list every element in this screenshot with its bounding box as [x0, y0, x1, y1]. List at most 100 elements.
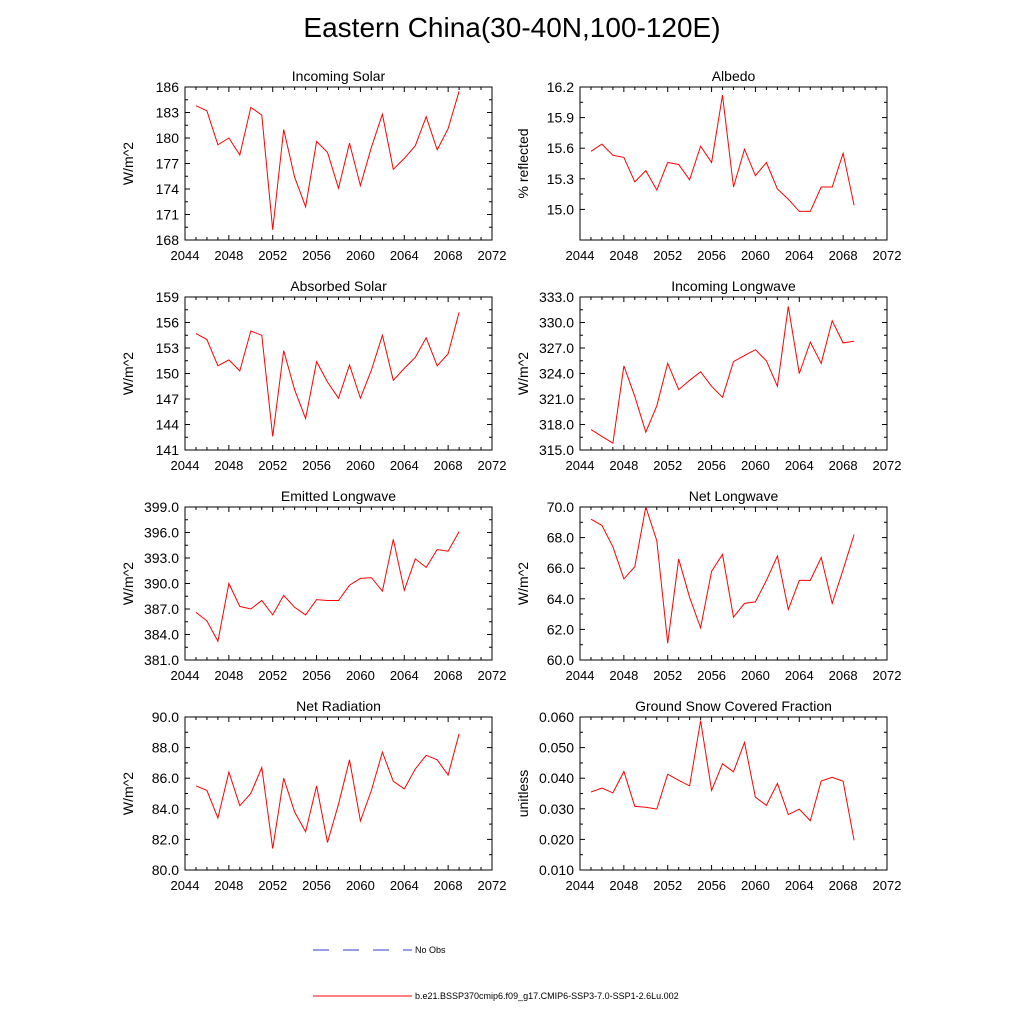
y-tick-label: 381.0	[144, 652, 179, 668]
y-axis-label: W/m^2	[515, 352, 531, 395]
y-tick-label: 159	[156, 289, 180, 305]
y-axis-label: W/m^2	[120, 352, 136, 395]
x-tick-label: 2052	[258, 878, 287, 893]
x-tick-label: 2048	[214, 668, 243, 683]
x-tick-label: 2052	[258, 248, 287, 263]
panel-title: Incoming Solar	[292, 68, 386, 84]
series-line-incoming-longwave	[590, 306, 855, 445]
panel-title: Absorbed Solar	[290, 278, 387, 294]
panel-title: Incoming Longwave	[671, 278, 796, 294]
x-tick-label: 2056	[697, 668, 726, 683]
series-line-ground-snow-covered-fraction	[590, 720, 855, 841]
x-tick-label: 2060	[741, 248, 770, 263]
x-tick-label: 2048	[609, 668, 638, 683]
panel-incoming-longwave: 2044 2048 2052 2056 2060 2064 2068 2072 315.0 318…	[515, 278, 901, 473]
y-tick-label: 0.020	[539, 831, 574, 847]
y-tick-label: 0.030	[539, 801, 574, 817]
plot-frame	[184, 296, 493, 451]
y-tick-label: 324.0	[539, 366, 574, 382]
x-tick-label: 2044	[566, 668, 595, 683]
x-tick-label: 2064	[390, 668, 419, 683]
x-tick-label: 2056	[302, 248, 331, 263]
y-axis-label: % reflected	[515, 128, 531, 198]
panel-ground-snow-covered-fraction: 2044 2048 2052 2056 2060 2064 2068 2072 0.010 0.0…	[515, 698, 901, 893]
x-tick-label: 2048	[609, 248, 638, 263]
x-tick-label: 2060	[741, 878, 770, 893]
y-tick-label: 16.2	[547, 79, 574, 95]
y-tick-label: 15.6	[547, 140, 574, 156]
x-tick-label: 2068	[434, 248, 463, 263]
y-tick-label: 141	[156, 442, 180, 458]
x-tick-label: 2052	[653, 458, 682, 473]
y-axis-label: W/m^2	[120, 772, 136, 815]
y-tick-label: 66.0	[547, 560, 574, 576]
series-line-emitted-longwave	[195, 531, 460, 643]
y-axis-label: W/m^2	[120, 142, 136, 185]
y-tick-label: 318.0	[539, 417, 574, 433]
y-tick-label: 82.0	[152, 831, 179, 847]
y-tick-label: 70.0	[547, 499, 574, 515]
x-tick-label: 2072	[478, 248, 507, 263]
x-tick-label: 2052	[653, 248, 682, 263]
x-tick-label: 2060	[346, 458, 375, 473]
y-tick-label: 186	[156, 79, 180, 95]
y-tick-label: 393.0	[144, 550, 179, 566]
y-tick-label: 327.0	[539, 340, 574, 356]
plot-frame	[184, 716, 493, 871]
y-tick-label: 0.010	[539, 862, 574, 878]
panel-title: Albedo	[712, 68, 756, 84]
x-tick-label: 2044	[566, 878, 595, 893]
x-tick-label: 2064	[390, 458, 419, 473]
x-tick-label: 2056	[697, 248, 726, 263]
panel-absorbed-solar: 2044 2048 2052 2056 2060 2064 2068 2072 141 144 14…	[120, 278, 506, 473]
y-tick-label: 150	[156, 366, 180, 382]
y-tick-label: 15.3	[547, 171, 574, 187]
x-tick-label: 2068	[434, 458, 463, 473]
series-line-net-radiation	[195, 733, 460, 849]
y-tick-label: 90.0	[152, 709, 179, 725]
y-tick-label: 180	[156, 130, 180, 146]
x-tick-label: 2068	[829, 878, 858, 893]
y-tick-label: 0.060	[539, 709, 574, 725]
y-tick-label: 171	[156, 207, 180, 223]
y-tick-label: 15.0	[547, 201, 574, 217]
series-line-incoming-solar	[195, 91, 460, 230]
x-tick-label: 2056	[302, 878, 331, 893]
plot-frame	[579, 506, 888, 661]
x-tick-label: 2064	[390, 248, 419, 263]
y-axis-label: W/m^2	[120, 562, 136, 605]
y-tick-label: 60.0	[547, 652, 574, 668]
x-tick-label: 2052	[653, 878, 682, 893]
x-tick-label: 2052	[653, 668, 682, 683]
x-tick-label: 2056	[697, 878, 726, 893]
y-tick-label: 330.0	[539, 315, 574, 331]
y-tick-label: 183	[156, 105, 180, 121]
panel-net-longwave: 2044 2048 2052 2056 2060 2064 2068 2072 60.0 62.0…	[515, 488, 901, 683]
x-tick-label: 2068	[434, 668, 463, 683]
y-tick-label: 64.0	[547, 591, 574, 607]
x-tick-label: 2064	[785, 248, 814, 263]
x-tick-label: 2068	[829, 458, 858, 473]
x-tick-label: 2060	[346, 668, 375, 683]
y-tick-label: 0.040	[539, 770, 574, 786]
y-axis-label: W/m^2	[515, 562, 531, 605]
x-tick-label: 2048	[214, 878, 243, 893]
x-tick-label: 2044	[566, 248, 595, 263]
y-tick-label: 156	[156, 315, 180, 331]
plot-frame	[184, 86, 493, 241]
x-tick-label: 2044	[171, 668, 200, 683]
y-tick-label: 0.050	[539, 740, 574, 756]
x-tick-label: 2056	[302, 668, 331, 683]
x-tick-label: 2044	[566, 458, 595, 473]
x-tick-label: 2052	[258, 668, 287, 683]
x-tick-label: 2060	[346, 248, 375, 263]
panel-incoming-solar: 2044 2048 2052 2056 2060 2064 2068 2072 168 171 17…	[120, 68, 506, 263]
x-tick-label: 2072	[478, 458, 507, 473]
x-tick-label: 2060	[741, 458, 770, 473]
y-tick-label: 15.9	[547, 110, 574, 126]
x-tick-label: 2064	[390, 878, 419, 893]
page-title: Eastern China(30-40N,100-120E)	[303, 12, 721, 43]
legend-label-model: b.e21.BSSP370cmip6.f09_g17.CMIP6-SSP3-7.…	[415, 991, 679, 1001]
x-tick-label: 2056	[697, 458, 726, 473]
